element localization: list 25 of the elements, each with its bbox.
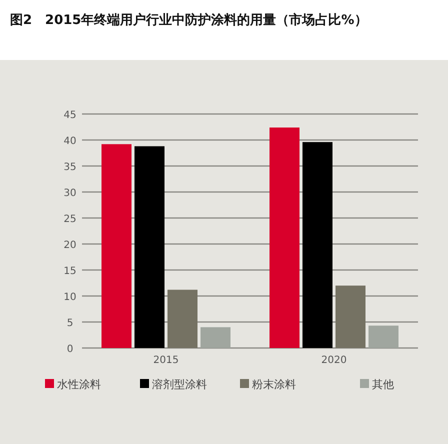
bar: [368, 326, 398, 348]
legend-label: 溶剂型涂料: [152, 378, 207, 391]
y-tick-label: 0: [66, 344, 74, 355]
y-tick-label: 30: [64, 188, 76, 199]
legend-label: 其他: [372, 378, 394, 391]
y-tick-label: 5: [66, 318, 74, 329]
x-tick-label: 2015: [153, 355, 179, 366]
x-tick-label: 2020: [321, 355, 347, 366]
chart-title: 图2 2015年终端用户行业中防护涂料的用量（市场占比%）: [10, 12, 368, 28]
y-tick-label: 15: [64, 266, 76, 277]
y-tick-label: 45: [64, 110, 76, 121]
bar: [168, 290, 198, 348]
bar: [336, 286, 366, 348]
legend-label: 粉末涂料: [252, 378, 296, 391]
legend-label: 水性涂料: [57, 378, 101, 391]
bar: [200, 327, 230, 348]
y-tick-label: 40: [64, 136, 76, 147]
y-tick-label: 35: [64, 162, 76, 173]
bar: [134, 146, 164, 348]
y-tick-label: 25: [64, 214, 76, 225]
y-tick-label: 20: [64, 240, 76, 251]
bar: [270, 128, 300, 348]
bar: [302, 142, 332, 348]
y-tick-label: 10: [64, 292, 76, 303]
bar: [102, 144, 132, 348]
